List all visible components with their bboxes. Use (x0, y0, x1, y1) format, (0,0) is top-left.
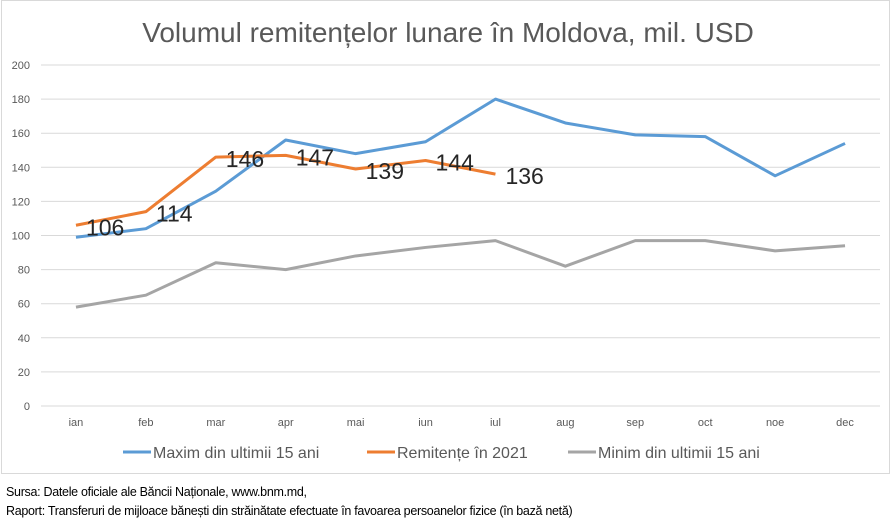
x-tick-label: mar (206, 417, 225, 429)
y-tick-label: 40 (18, 333, 30, 345)
series-line-1 (75, 153, 496, 227)
legend-label: Minim din ultimii 15 ani (598, 445, 760, 462)
x-tick-label: dec (836, 417, 854, 429)
y-tick-label: 100 (12, 231, 30, 243)
y-tick-label: 80 (18, 265, 30, 277)
x-axis-ticks: ian feb mar apr mai iun iul aug sep oct noe dec (69, 417, 855, 429)
line-chart: Volumul remitențelor lunare în Moldova, … (12, 17, 880, 462)
x-tick-label: iul (490, 417, 501, 429)
series-line-0 (75, 97, 846, 239)
y-tick-label: 0 (24, 401, 30, 413)
y-axis-ticks: 0 20 40 60 80 100 120 140 160 180 200 (12, 60, 30, 413)
x-tick-label: apr (278, 417, 294, 429)
data-label: 146 (226, 146, 264, 172)
data-label: 139 (366, 158, 404, 184)
y-tick-label: 20 (18, 367, 30, 379)
series-lines (75, 97, 846, 309)
y-tick-label: 140 (12, 162, 30, 174)
data-label: 147 (296, 144, 334, 170)
y-tick-label: 180 (12, 94, 30, 106)
data-label: 114 (156, 201, 193, 227)
y-tick-label: 200 (12, 60, 30, 72)
data-label: 136 (505, 163, 543, 189)
x-tick-label: oct (698, 417, 713, 429)
gridlines (41, 64, 880, 407)
data-labels: 106 114 146 147 139 144 136 (86, 144, 544, 240)
series-line-2 (75, 239, 846, 309)
x-tick-label: noe (766, 417, 784, 429)
data-label: 106 (86, 214, 124, 240)
legend-label: Maxim din ultimii 15 ani (153, 445, 319, 462)
y-tick-label: 120 (12, 196, 30, 208)
legend: Maxim din ultimii 15 ani Remitențe în 202… (123, 445, 760, 462)
y-tick-label: 60 (18, 299, 30, 311)
source-note: Sursa: Datele oficiale ale Băncii Națion… (6, 485, 307, 499)
x-tick-label: feb (138, 417, 153, 429)
legend-label: Remitențe în 2021 (397, 445, 528, 462)
x-tick-label: mai (347, 417, 365, 429)
x-tick-label: iun (418, 417, 433, 429)
chart-frame (1, 0, 890, 474)
chart-title: Volumul remitențelor lunare în Moldova, … (142, 17, 754, 48)
x-tick-label: sep (626, 417, 644, 429)
data-label: 144 (436, 149, 475, 175)
y-tick-label: 160 (12, 128, 30, 140)
report-note: Raport: Transferuri de mijloace bănești … (6, 504, 573, 518)
x-tick-label: ian (69, 417, 84, 429)
x-tick-label: aug (556, 417, 574, 429)
